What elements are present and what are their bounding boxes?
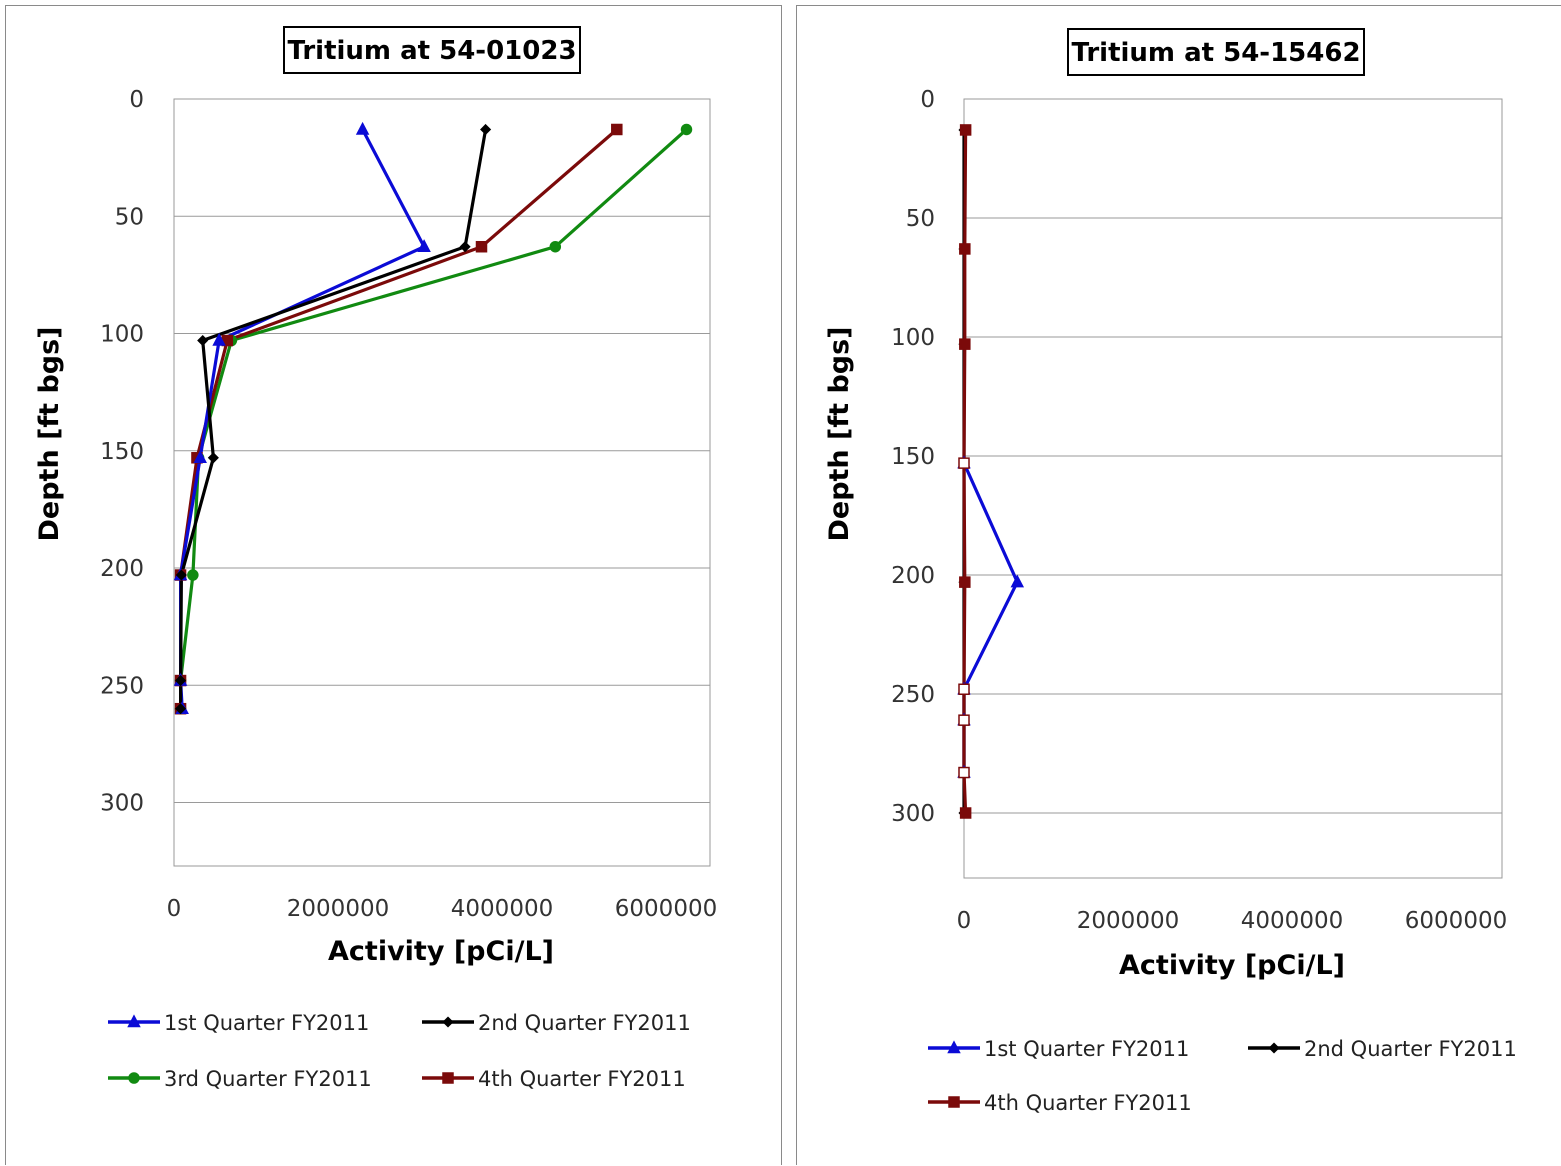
chart-title-right: Tritium at 54-15462 [1071,38,1360,68]
legend-swatch-marker [442,1072,454,1084]
data-point [174,674,187,687]
data-point [187,569,199,581]
gridlines-left [174,215,710,803]
y-axis-title-left: Depth [ft bgs] [34,326,65,541]
legend-label: 3rd Quarter FY2011 [164,1067,372,1091]
chart-title-box-left [283,26,581,74]
y-tick-label: 300 [100,791,144,817]
y-tick-label: 150 [100,439,144,465]
x-tick-label: 6000000 [1405,908,1507,934]
data-point [549,240,562,253]
y-ticks-left: 0 50 100 150 200 250 300 [100,87,144,817]
legend-swatch-marker [948,1096,960,1108]
legend-label: 1st Quarter FY2011 [984,1037,1189,1061]
data-point [958,683,970,695]
data-point [475,240,488,253]
data-point [174,703,187,715]
plot-area-right [963,98,1503,879]
legend-label: 4th Quarter FY2011 [478,1067,686,1091]
series-right [957,124,1025,819]
x-tick-label: 2000000 [287,896,389,922]
series-left [173,121,693,715]
data-point [459,241,471,253]
legend-swatch-marker [947,1040,961,1054]
y-tick-label: 250 [891,682,935,708]
x-tick-label: 0 [167,896,182,922]
data-point [417,239,431,252]
data-point [1010,574,1025,588]
chart-right: Tritium at 54-15462 0 50 100 150 200 250 300 0… [824,28,1517,1115]
data-point [197,334,209,347]
data-point [193,450,207,464]
y-axis-title-right: Depth [ft bgs] [824,326,855,541]
data-point [958,766,970,779]
legend-swatch-marker [442,1016,454,1028]
chart-panel-right [796,5,1561,1165]
legend-label: 1st Quarter FY2011 [164,1011,369,1035]
legend-label: 2nd Quarter FY2011 [478,1011,691,1035]
legend-swatch-marker [1268,1042,1280,1054]
data-point [212,332,226,346]
data-point [175,569,187,581]
y-tick-label: 0 [129,87,144,113]
y-tick-label: 50 [115,204,144,230]
chart-left: Tritium at 54-01023 0 50 100 150 200 250 300 0… [34,26,718,1091]
y-ticks-right: 0 50 100 150 200 250 300 [891,87,935,827]
x-tick-label: 4000000 [451,896,553,922]
legend-right: 1st Quarter FY2011 2nd Quarter FY2011 4th … [928,1037,1517,1115]
x-ticks-right: 0 2000000 4000000 6000000 [957,908,1508,934]
y-tick-label: 0 [920,87,935,113]
chart-panel-left [5,5,782,1165]
y-tick-label: 100 [891,325,935,351]
y-tick-label: 200 [100,556,144,582]
x-tick-label: 6000000 [615,896,717,922]
y-tick-label: 100 [100,322,144,348]
x-axis-title-left: Activity [pCi/L] [328,936,554,967]
y-tick-label: 250 [100,673,144,699]
legend-label: 2nd Quarter FY2011 [1304,1037,1517,1061]
data-point [958,457,970,469]
legend-swatch-marker [128,1072,140,1084]
data-point [958,714,970,726]
y-tick-label: 300 [891,801,935,827]
y-tick-label: 150 [891,444,935,470]
series-line [962,462,1020,773]
legend-label: 4th Quarter FY2011 [984,1091,1192,1115]
series-line [962,129,968,814]
legend-left: 1st Quarter FY2011 2nd Quarter FY2011 3rd … [108,1011,691,1091]
data-point [611,123,623,136]
x-tick-label: 0 [957,908,972,934]
data-point [207,452,219,464]
data-point [959,338,971,350]
y-tick-label: 50 [906,206,935,232]
data-point [959,807,972,819]
data-point [959,124,972,136]
x-tick-label: 4000000 [1241,908,1343,934]
x-tick-label: 2000000 [1077,908,1179,934]
plot-area-left [173,98,711,867]
chart-title-box-right [1067,28,1365,76]
data-point [959,576,971,588]
data-point [355,121,370,135]
data-point [680,123,693,136]
data-point [480,123,492,136]
data-point [959,243,971,255]
legend-swatch-marker [127,1014,141,1028]
chart-title-left: Tritium at 54-01023 [287,36,576,66]
gridlines-right [964,217,1502,814]
y-tick-label: 200 [891,563,935,589]
x-ticks-left: 0 2000000 4000000 6000000 [167,896,718,922]
x-axis-title-right: Activity [pCi/L] [1119,950,1345,981]
